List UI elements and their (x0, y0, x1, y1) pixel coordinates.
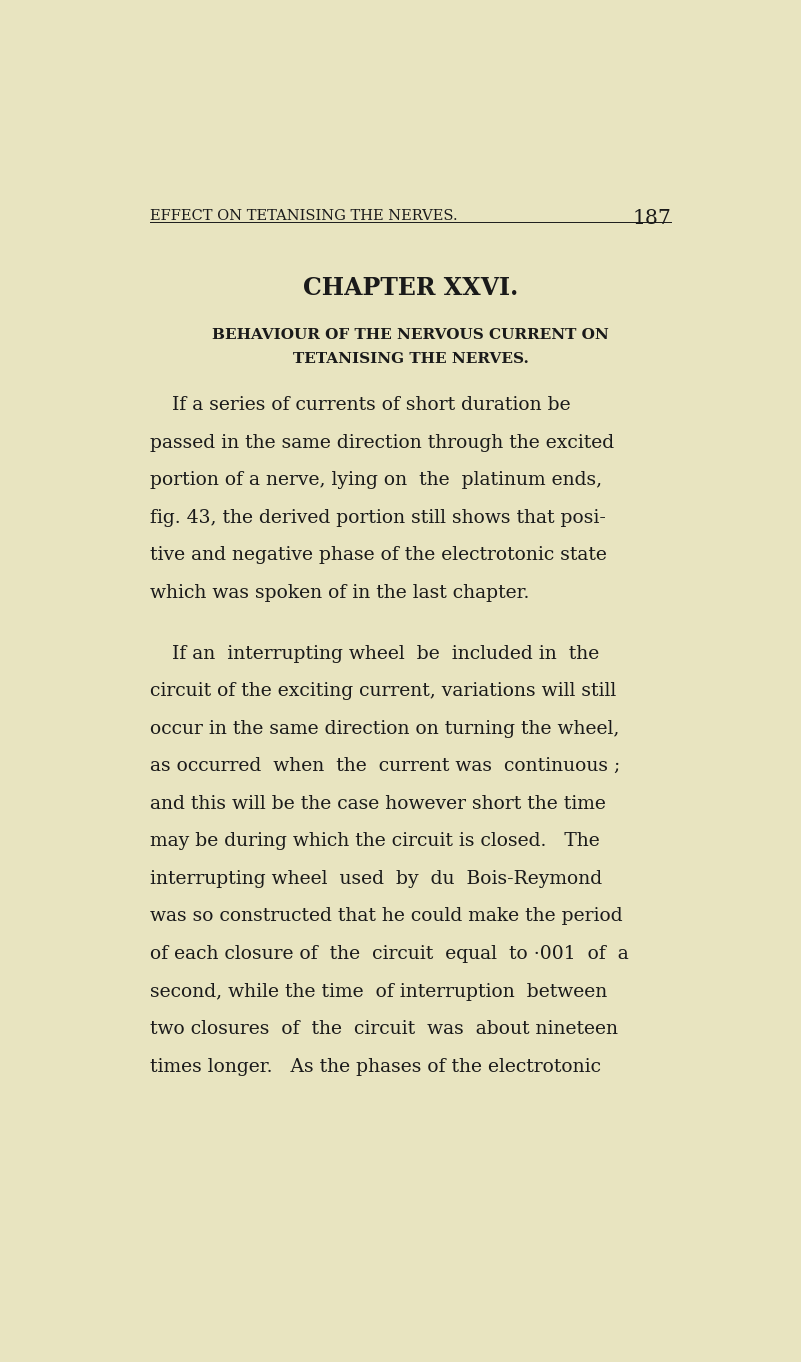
Text: If an  interrupting wheel  be  included in  the: If an interrupting wheel be included in … (171, 644, 599, 662)
Text: may be during which the circuit is closed.   The: may be during which the circuit is close… (150, 832, 599, 850)
Text: second, while the time  of interruption  between: second, while the time of interruption b… (150, 982, 607, 1001)
Text: portion of a nerve, lying on  the  platinum ends,: portion of a nerve, lying on the platinu… (150, 471, 602, 489)
Text: of each closure of  the  circuit  equal  to ·001  of  a: of each closure of the circuit equal to … (150, 945, 629, 963)
Text: as occurred  when  the  current was  continuous ;: as occurred when the current was continu… (150, 757, 620, 775)
Text: which was spoken of in the last chapter.: which was spoken of in the last chapter. (150, 584, 529, 602)
Text: EFFECT ON TETANISING THE NERVES.: EFFECT ON TETANISING THE NERVES. (150, 208, 457, 222)
Text: passed in the same direction through the excited: passed in the same direction through the… (150, 434, 614, 452)
Text: tive and negative phase of the electrotonic state: tive and negative phase of the electroto… (150, 546, 606, 564)
Text: was so constructed that he could make the period: was so constructed that he could make th… (150, 907, 622, 925)
Text: occur in the same direction on turning the wheel,: occur in the same direction on turning t… (150, 719, 619, 738)
Text: CHAPTER XXVI.: CHAPTER XXVI. (303, 275, 518, 300)
Text: interrupting wheel  used  by  du  Bois-Reymond: interrupting wheel used by du Bois-Reymo… (150, 870, 602, 888)
Text: and this will be the case however short the time: and this will be the case however short … (150, 795, 606, 813)
Text: TETANISING THE NERVES.: TETANISING THE NERVES. (292, 353, 529, 366)
Text: BEHAVIOUR OF THE NERVOUS CURRENT ON: BEHAVIOUR OF THE NERVOUS CURRENT ON (212, 328, 609, 342)
Text: times longer.   As the phases of the electrotonic: times longer. As the phases of the elect… (150, 1058, 601, 1076)
Text: two closures  of  the  circuit  was  about nineteen: two closures of the circuit was about ni… (150, 1020, 618, 1038)
Text: circuit of the exciting current, variations will still: circuit of the exciting current, variati… (150, 682, 616, 700)
Text: fig. 43, the derived portion still shows that posi-: fig. 43, the derived portion still shows… (150, 509, 606, 527)
Text: 187: 187 (632, 208, 671, 227)
Text: If a series of currents of short duration be: If a series of currents of short duratio… (171, 396, 570, 414)
